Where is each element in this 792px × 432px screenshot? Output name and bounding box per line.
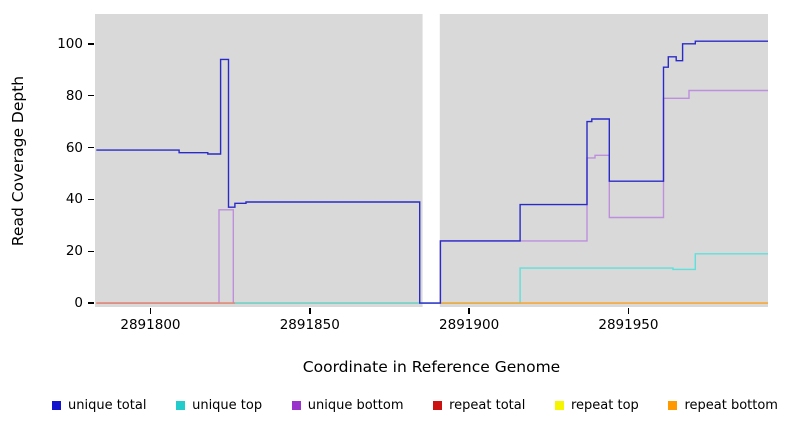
y-axis-title: Read Coverage Depth: [9, 75, 27, 247]
series-line-unique-top: [234, 253, 768, 304]
x-tick-mark: [468, 308, 470, 314]
y-tick-mark: [88, 250, 94, 252]
legend-label: repeat top: [571, 398, 639, 413]
legend-item-unique-total: unique total: [52, 398, 146, 413]
x-axis-title: Coordinate in Reference Genome: [302, 358, 561, 376]
legend-swatch-icon: [291, 401, 301, 410]
legend-swatch-icon: [176, 401, 186, 410]
y-tick-label: 60: [65, 139, 83, 156]
legend-swatch-icon: [433, 401, 443, 410]
x-tick-mark: [149, 308, 152, 314]
x-tick-label: 2891900: [439, 317, 500, 333]
coverage-gap-region: [422, 14, 440, 307]
x-tick-label: 2891950: [598, 317, 659, 333]
x-tick-mark: [309, 308, 311, 314]
x-tick-label: 2891800: [120, 317, 181, 333]
y-tick-mark: [88, 302, 94, 304]
legend-swatch-icon: [668, 401, 678, 410]
legend-item-unique-bottom: unique bottom: [291, 398, 404, 413]
legend-swatch-icon: [52, 401, 61, 410]
legend-label: repeat total: [449, 398, 526, 413]
legend-label: unique bottom: [307, 398, 404, 413]
y-tick-mark: [88, 43, 94, 45]
legend-item-repeat-bottom: repeat bottom: [668, 398, 778, 413]
plot-area: [95, 14, 768, 307]
legend-label: unique total: [68, 398, 147, 413]
legend-item-repeat-top: repeat top: [555, 398, 639, 413]
y-tick-label: 40: [65, 191, 83, 208]
y-tick-mark: [88, 94, 94, 97]
x-tick-label: 2891850: [279, 317, 340, 333]
series-line-unique-total: [96, 40, 768, 304]
x-tick-mark: [627, 308, 630, 314]
legend: unique total unique top unique bottom repea…: [52, 398, 778, 413]
legend-item-repeat-total: repeat total: [433, 398, 525, 413]
y-tick-label: 0: [74, 295, 83, 312]
y-tick-mark: [88, 198, 94, 201]
y-tick-label: 20: [65, 243, 83, 260]
y-tick-mark: [88, 146, 94, 149]
y-tick-label: 100: [57, 35, 83, 52]
legend-swatch-icon: [555, 401, 564, 410]
plot-canvas: [95, 14, 768, 307]
legend-label: repeat bottom: [684, 398, 778, 413]
legend-label: unique top: [192, 398, 263, 413]
legend-item-unique-top: unique top: [176, 398, 262, 413]
y-tick-label: 80: [65, 87, 83, 104]
